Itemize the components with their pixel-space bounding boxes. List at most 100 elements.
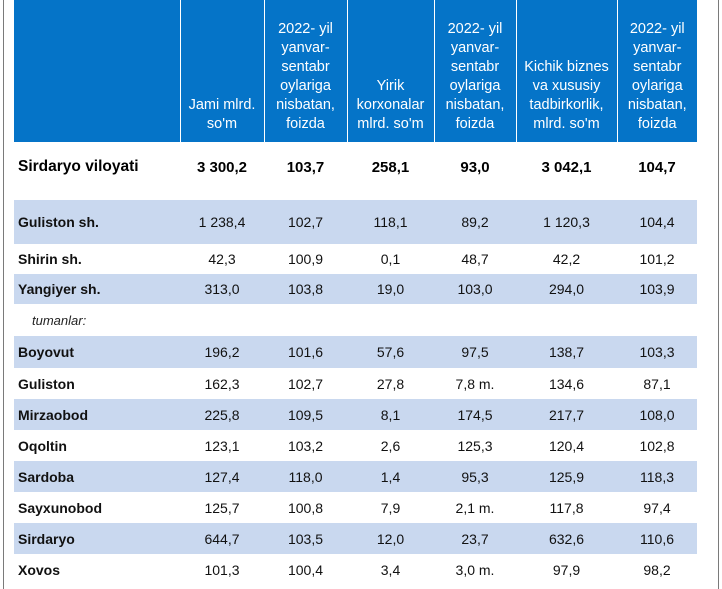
cell: 127,4 bbox=[180, 461, 264, 492]
cell: 0,1 bbox=[380, 251, 401, 267]
cell: 7,9 bbox=[380, 499, 401, 516]
cell: 103,2 bbox=[287, 437, 324, 454]
cell: 100,4 bbox=[287, 562, 324, 578]
row-name: Shirin sh. bbox=[18, 251, 82, 267]
cell: 162,3 bbox=[204, 375, 240, 392]
cell: 3 042,1 bbox=[541, 158, 592, 176]
row-name: Guliston sh. bbox=[14, 200, 180, 244]
table-row: Sardoba 127,4 118,0 1,4 95,3 125,9 118,3 bbox=[14, 461, 697, 492]
header-total-mlrd: Jami mlrd. so'm bbox=[179, 0, 264, 142]
cell: 108,0 bbox=[617, 399, 697, 430]
row-name: Boyovut bbox=[14, 336, 180, 368]
cell: 104,4 bbox=[617, 200, 697, 244]
cell: 97,5 bbox=[434, 336, 516, 368]
cell: 102,8 bbox=[639, 437, 675, 454]
cell: 19,0 bbox=[347, 274, 434, 304]
table-row: Oqoltin 123,1 103,2 2,6 125,3 120,4 102,… bbox=[14, 430, 697, 461]
cell: 93,0 bbox=[460, 158, 490, 176]
cell: 123,1 bbox=[204, 437, 240, 454]
cell: 120,4 bbox=[548, 437, 585, 454]
cell: 57,6 bbox=[347, 336, 434, 368]
row-name: Oqoltin bbox=[18, 437, 67, 454]
row-name: Sirdaryo bbox=[14, 523, 180, 554]
header-large-percent: 2022- yil yanvar-sentabr oylariga nisbat… bbox=[433, 0, 516, 142]
row-name: Sardoba bbox=[14, 461, 180, 492]
cell: 1,4 bbox=[347, 461, 434, 492]
region-name: Sirdaryo viloyati bbox=[18, 158, 139, 175]
table-row: Guliston sh. 1 238,4 102,7 118,1 89,2 1 … bbox=[14, 200, 697, 244]
cell: 97,4 bbox=[643, 499, 671, 516]
statistics-table: Jami mlrd. so'm 2022- yil yanvar-sentabr… bbox=[14, 0, 697, 586]
cell: 125,3 bbox=[457, 437, 493, 454]
cell: 87,1 bbox=[643, 375, 671, 392]
table-row: Guliston 162,3 102,7 27,8 7,8 m. 134,6 8… bbox=[14, 368, 697, 399]
cell: 101,3 bbox=[204, 562, 240, 578]
cell: 27,8 bbox=[376, 375, 405, 392]
cell: 3,4 bbox=[380, 562, 401, 578]
row-name: Mirzaobod bbox=[14, 399, 180, 430]
cell: 103,0 bbox=[434, 274, 516, 304]
cell: 100,9 bbox=[287, 251, 324, 267]
cell: 3 300,2 bbox=[196, 158, 248, 176]
cell: 2,6 bbox=[380, 437, 401, 454]
table-header: Jami mlrd. so'm 2022- yil yanvar-sentabr… bbox=[14, 0, 697, 142]
row-name: Sayxunobod bbox=[18, 499, 103, 516]
districts-subheading: tumanlar: bbox=[32, 312, 87, 328]
table-row: Boyovut 196,2 101,6 57,6 97,5 138,7 103,… bbox=[14, 336, 697, 368]
cell: 258,1 bbox=[371, 158, 410, 176]
cell: 103,8 bbox=[264, 274, 347, 304]
cell: 7,8 m. bbox=[455, 375, 495, 392]
cell: 1 238,4 bbox=[180, 200, 264, 244]
cell: 104,7 bbox=[638, 158, 676, 176]
header-small-percent: 2022- yil yanvar-sentabr oylariga nisbat… bbox=[616, 0, 697, 142]
page-frame bbox=[3, 0, 719, 589]
header-large-enterprises: Yirik korxonalar mlrd. so'm bbox=[346, 0, 434, 142]
cell: 101,6 bbox=[264, 336, 347, 368]
spacer bbox=[14, 192, 697, 200]
header-total-percent: 2022- yil yanvar-sentabr oylariga nisbat… bbox=[263, 0, 347, 142]
cell: 644,7 bbox=[180, 523, 264, 554]
cell: 109,5 bbox=[264, 399, 347, 430]
cell: 2,1 m. bbox=[455, 499, 495, 516]
table-row: Sirdaryo 644,7 103,5 12,0 23,7 632,6 110… bbox=[14, 523, 697, 554]
cell: 103,9 bbox=[617, 274, 697, 304]
cell: 117,8 bbox=[549, 499, 584, 516]
cell: 125,7 bbox=[204, 499, 240, 516]
cell: 125,9 bbox=[516, 461, 617, 492]
cell: 294,0 bbox=[516, 274, 617, 304]
cell: 138,7 bbox=[516, 336, 617, 368]
cell: 174,5 bbox=[434, 399, 516, 430]
cell: 100,8 bbox=[287, 499, 324, 516]
cell: 23,7 bbox=[434, 523, 516, 554]
cell: 89,2 bbox=[434, 200, 516, 244]
cell: 103,7 bbox=[286, 158, 325, 176]
cell: 103,5 bbox=[264, 523, 347, 554]
cell: 102,7 bbox=[287, 375, 324, 392]
cell: 102,7 bbox=[264, 200, 347, 244]
cell: 632,6 bbox=[516, 523, 617, 554]
cell: 196,2 bbox=[180, 336, 264, 368]
table-row: Sayxunobod 125,7 100,8 7,9 2,1 m. 117,8 … bbox=[14, 492, 697, 523]
row-name: Xovos bbox=[18, 562, 61, 578]
table-row: Xovos 101,3 100,4 3,4 3,0 m. 97,9 98,2 bbox=[14, 554, 697, 586]
row-name: Yangiyer sh. bbox=[14, 274, 180, 304]
table-row: Shirin sh. 42,3 100,9 0,1 48,7 42,2 101,… bbox=[14, 244, 697, 274]
cell: 48,7 bbox=[461, 251, 489, 267]
cell: 118,3 bbox=[617, 461, 697, 492]
row-name: Guliston bbox=[18, 375, 75, 392]
cell: 42,2 bbox=[552, 251, 581, 267]
cell: 217,7 bbox=[516, 399, 617, 430]
cell: 8,1 bbox=[347, 399, 434, 430]
cell: 12,0 bbox=[347, 523, 434, 554]
cell: 97,9 bbox=[552, 562, 581, 578]
cell: 134,6 bbox=[548, 375, 585, 392]
cell: 118,1 bbox=[347, 200, 434, 244]
cell: 103,3 bbox=[617, 336, 697, 368]
table-row: Mirzaobod 225,8 109,5 8,1 174,5 217,7 10… bbox=[14, 399, 697, 430]
cell: 95,3 bbox=[434, 461, 516, 492]
cell: 313,0 bbox=[180, 274, 264, 304]
cell: 101,2 bbox=[639, 251, 675, 267]
cell: 98,2 bbox=[643, 562, 671, 578]
cell: 118,0 bbox=[264, 461, 347, 492]
table-row: Yangiyer sh. 313,0 103,8 19,0 103,0 294,… bbox=[14, 274, 697, 304]
